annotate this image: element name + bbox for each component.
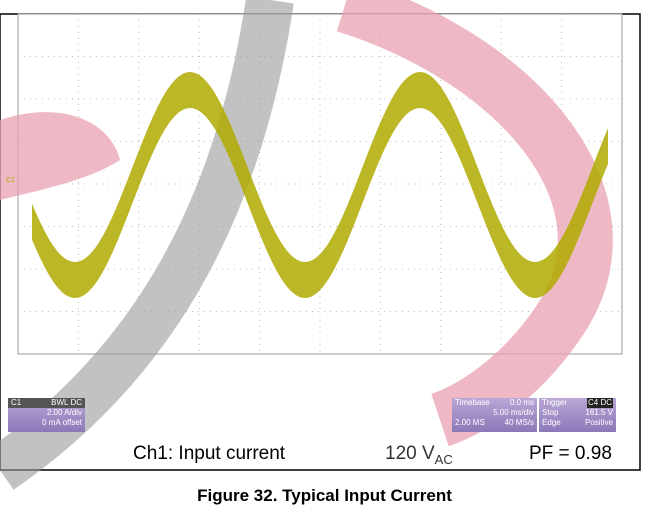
coupling-dc: DC — [70, 398, 82, 407]
waveform — [32, 72, 608, 298]
timebase-samples: 2.00 MS 40 MS/s — [452, 418, 537, 428]
trigger-type-row: Edge Positive — [539, 418, 616, 428]
trigger-slope: Positive — [584, 418, 613, 427]
trigger-box: Trigger C4 DC Stop 161.5 V Edge Positive — [539, 398, 616, 432]
trigger-coupling: DC — [600, 398, 612, 407]
voltage-sub: AC — [434, 451, 453, 467]
channel-header: C1 BWL DC — [8, 398, 85, 408]
caption-pf: PF = 0.98 — [529, 443, 612, 464]
samples: 2.00 MS — [455, 418, 485, 427]
trigger-label: Trigger — [542, 398, 568, 407]
voltage: 120 V — [385, 443, 435, 464]
caption-channel: Ch1: Input current — [133, 443, 286, 464]
watermark — [336, 0, 613, 447]
watermark — [0, 112, 120, 200]
channel-scale: 2.00 A/div — [46, 408, 82, 417]
caption-voltage: 120 VAC — [385, 443, 453, 467]
figure-title: Figure 32. Typical Input Current — [197, 486, 452, 505]
timebase-box: Timebase 0.0 ms 5.00 ms/div 2.00 MS 40 MS/… — [452, 398, 537, 432]
trigger-mode: Stop — [542, 408, 559, 417]
timebase-delay: 0.0 ms — [509, 398, 534, 407]
rate: 40 MS/s — [504, 418, 534, 427]
trigger-type: Edge — [542, 418, 561, 427]
source: C4 — [587, 398, 599, 407]
trigger-level: 161.5 V — [585, 408, 613, 417]
channel-offset: 0 mA offset — [42, 418, 82, 427]
channel-box: C1 BWL DC 2.00 A/div 0 mA offset — [8, 398, 85, 432]
channel-marker: C1 — [6, 177, 15, 184]
trigger-header: Trigger C4 DC — [539, 398, 616, 408]
timebase-scale: 5.00 ms/div — [493, 408, 534, 417]
coupling: BWL DC — [51, 398, 82, 408]
timebase-header: Timebase 0.0 ms — [452, 398, 537, 408]
trigger-source: C4 DC — [586, 398, 613, 408]
channel-name: C1 — [11, 398, 22, 407]
trigger-mode-row: Stop 161.5 V — [539, 408, 616, 418]
timebase-label: Timebase — [455, 398, 490, 407]
coupling-bw: BWL — [51, 398, 69, 407]
